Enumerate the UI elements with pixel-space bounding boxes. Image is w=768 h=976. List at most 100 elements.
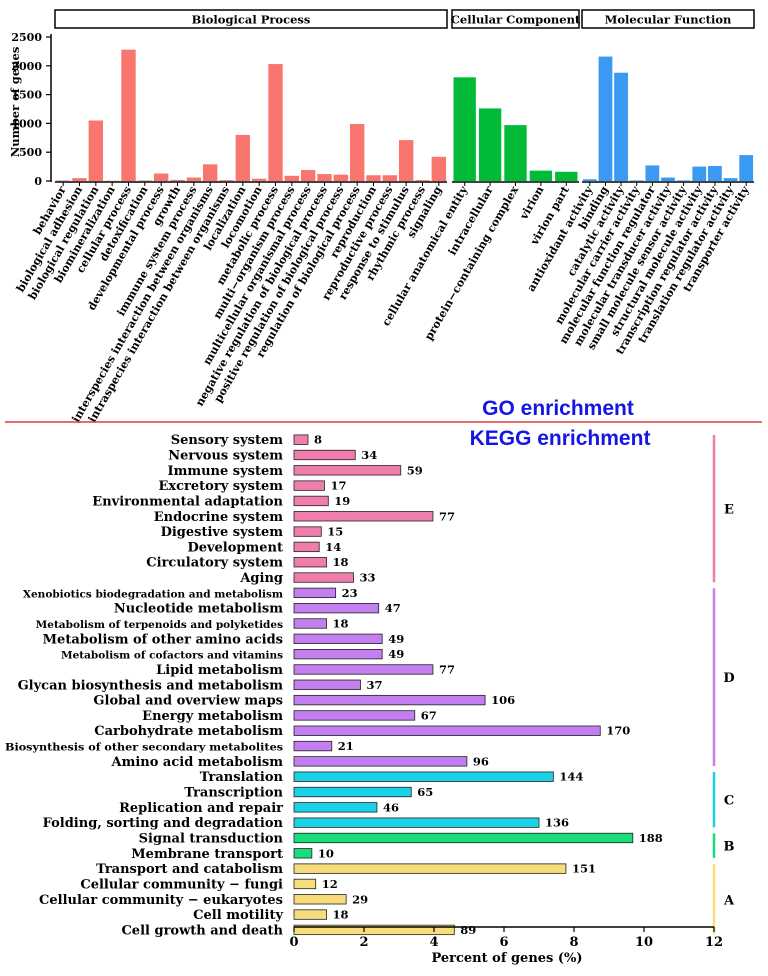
go-bar [153,173,169,181]
go-bar [333,174,349,181]
go-bar [202,164,218,181]
kegg-count-label: 89 [460,923,476,937]
kegg-count-label: 10 [318,846,334,860]
kegg-bar [293,894,347,905]
kegg-category-label: Lipid metabolism [156,663,283,678]
kegg-bar [293,648,383,660]
go-bar [72,178,87,181]
kegg-bar [293,664,434,675]
go-bar [431,156,447,181]
go-y-axis-label: Number of genes [8,47,22,158]
kegg-count-label: 17 [330,479,346,493]
go-bar [170,179,185,181]
go-y-tick-label: 1000 [11,117,42,130]
kegg-category-label: Endocrine system [154,510,284,525]
kegg-x-tick-label: 4 [429,935,438,950]
go-enrichment-chart: 0 500 1000 1500 2000 2500 Number of genes Biolo… [8,9,755,425]
kegg-x-tick-label: 6 [499,935,508,950]
go-bar [529,170,553,181]
go-bar [186,177,202,181]
kegg-category-label: Digestive system [161,525,284,540]
kegg-category-label: Metabolism of terpenoids and polyketides [36,619,283,631]
kegg-bar [293,511,434,522]
kegg-category-label: Replication and repair [119,801,283,816]
go-y-tick-label: 0 [34,175,42,188]
kegg-bar [293,786,412,798]
kegg-group-label: A [723,893,735,908]
kegg-bar [293,618,327,629]
go-bar [478,108,502,181]
go-panel-strip [54,9,448,29]
go-bar [235,134,251,181]
kegg-count-label: 49 [388,647,404,661]
go-bar [708,166,722,181]
go-bar [582,179,597,181]
kegg-category-label: Nucleotide metabolism [114,602,283,617]
kegg-bar [293,541,320,553]
kegg-x-tick-label: 2 [359,935,368,950]
go-bar [598,56,613,181]
go-panel-title: Molecular Function [605,13,732,27]
kegg-category-label: Folding, sorting and degradation [43,816,284,831]
go-bar [366,175,381,181]
kegg-category-label: Sensory system [171,433,283,448]
kegg-count-label: 23 [342,586,358,600]
go-bar [251,178,267,181]
kegg-bar [293,832,634,844]
kegg-enrichment-heading: KEGG enrichment [470,427,651,450]
go-bar [692,166,707,181]
kegg-category-label: Translation [200,770,284,785]
kegg-bar [293,694,486,706]
kegg-enrichment-chart: 8 Sensory system 34 Nervous system 59 Immune … [5,433,735,966]
kegg-x-tick-label: 12 [705,935,723,950]
go-bar [398,140,414,181]
kegg-bar [293,802,378,813]
kegg-category-label: Glycan biosynthesis and metabolism [18,678,284,693]
kegg-count-label: 77 [439,662,455,676]
kegg-bar [293,587,337,599]
kegg-count-label: 21 [338,739,354,753]
kegg-category-label: Global and overview maps [93,694,283,709]
kegg-bar [293,756,468,767]
kegg-count-label: 67 [421,708,437,722]
kegg-bar [293,603,380,614]
kegg-count-label: 29 [352,892,368,906]
go-bar [268,64,283,181]
kegg-bar [293,480,325,491]
kegg-category-label: Biosynthesis of other secondary metaboli… [5,742,283,754]
kegg-category-label: Amino acid metabolism [111,755,284,770]
kegg-count-label: 15 [327,525,343,539]
kegg-bar [293,465,402,476]
kegg-group-label: E [724,503,734,518]
kegg-category-label: Transcription [184,786,283,801]
kegg-count-label: 19 [334,494,350,508]
kegg-category-label: Cellular community − fungi [80,877,283,892]
kegg-category-label: Energy metabolism [142,709,283,724]
kegg-group-label: C [724,794,734,809]
kegg-category-label: Cell growth and death [121,923,283,938]
go-bar [88,120,104,181]
go-bar [415,180,430,181]
kegg-bar [293,710,416,721]
kegg-category-label: Nervous system [168,448,283,463]
kegg-count-label: 18 [333,908,349,922]
kegg-category-label: Metabolism of other amino acids [43,632,283,647]
go-bar [614,72,628,181]
kegg-bar [293,878,317,890]
go-bar [317,174,332,181]
kegg-bar [293,848,313,859]
go-bar [645,165,660,181]
go-bar [555,171,578,181]
kegg-bar [293,863,567,874]
go-panel-strip [581,9,755,29]
kegg-bar [293,557,327,568]
kegg-count-label: 144 [559,770,583,784]
go-bar [504,125,527,181]
kegg-category-label: Immune system [167,464,283,479]
go-bar [723,178,738,181]
kegg-group-label: D [723,671,734,686]
kegg-category-label: Environmental adaptation [92,494,283,509]
kegg-category-label: Carbohydrate metabolism [94,724,283,739]
kegg-count-label: 151 [572,862,596,876]
